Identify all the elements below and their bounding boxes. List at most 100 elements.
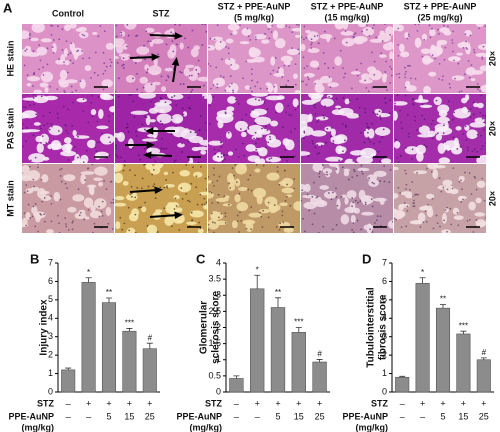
lumen (367, 174, 378, 181)
nucleus (39, 59, 42, 62)
nucleus (105, 188, 108, 191)
magnification: 20× (487, 191, 497, 206)
lumen (195, 146, 207, 151)
lumen (341, 194, 348, 198)
nucleus (98, 215, 101, 218)
nucleus (269, 138, 272, 141)
lumen (98, 181, 104, 187)
nucleus (389, 168, 392, 171)
y-tick-label: 2.5 (208, 306, 221, 316)
significance-label: * (87, 268, 90, 277)
nucleus (361, 30, 364, 33)
nucleus (444, 46, 447, 49)
bar (312, 361, 327, 393)
nucleus (121, 228, 124, 231)
nucleus (212, 84, 215, 86)
column-header: STZ + PPE-AuNP (404, 1, 477, 11)
nucleus (317, 42, 320, 45)
nucleus (245, 227, 248, 230)
nucleus (247, 188, 250, 191)
nucleus (77, 49, 80, 52)
nucleus (255, 148, 258, 151)
significance-label: # (482, 348, 487, 357)
lumen (164, 67, 174, 72)
nucleus (368, 177, 371, 179)
x-table-label: PPE-AuNP (342, 411, 388, 421)
nucleus (343, 76, 345, 79)
lumen (115, 56, 120, 60)
nucleus (273, 85, 276, 88)
nucleus (442, 75, 444, 78)
nucleus (255, 142, 257, 145)
nucleus (134, 62, 137, 64)
lumen (149, 119, 156, 123)
nucleus (78, 214, 81, 217)
nucleus (152, 168, 155, 171)
nucleus (462, 198, 464, 201)
nucleus (345, 41, 348, 44)
nucleus (90, 102, 93, 104)
lumen (439, 27, 450, 34)
lumen (280, 55, 293, 63)
nucleus (229, 187, 232, 189)
y-tick-label: 2 (382, 350, 387, 360)
lumen (444, 207, 449, 213)
nucleus (352, 35, 355, 38)
nucleus (250, 68, 253, 71)
nucleus (338, 108, 340, 110)
nucleus (452, 30, 454, 33)
nucleus (112, 201, 114, 204)
nucleus (213, 231, 215, 233)
y-tick-label: 2 (48, 350, 53, 360)
nucleus (140, 187, 143, 190)
nucleus (341, 122, 344, 125)
nucleus (371, 205, 374, 208)
lumen (229, 63, 240, 71)
nucleus (458, 91, 461, 93)
nucleus (130, 186, 133, 188)
lumen (161, 86, 167, 92)
histology-image (394, 164, 486, 233)
nucleus (129, 169, 131, 172)
lumen (453, 108, 471, 119)
lumen (250, 94, 269, 97)
x-table-label: (mg/kg) (22, 422, 55, 432)
lumen (241, 27, 252, 37)
nucleus (95, 142, 97, 144)
error-bar (146, 342, 153, 349)
nucleus (379, 215, 382, 218)
nucleus (213, 38, 216, 41)
nucleus (356, 174, 359, 177)
nucleus (413, 199, 416, 202)
nucleus (197, 72, 200, 75)
nucleus (281, 214, 284, 217)
nucleus (69, 59, 72, 62)
lumen (417, 212, 426, 223)
nucleus (294, 128, 296, 130)
nucleus (52, 39, 55, 41)
lumen (147, 147, 153, 153)
nucleus (209, 87, 212, 90)
nucleus (467, 59, 470, 62)
lumen (475, 197, 482, 204)
nucleus (65, 225, 68, 228)
lumen (73, 135, 90, 139)
bar (291, 332, 306, 393)
lumen (323, 190, 337, 199)
nucleus (254, 98, 257, 101)
lumen (124, 24, 137, 30)
lumen (325, 156, 343, 162)
lumen (330, 135, 345, 145)
nucleus (301, 36, 303, 39)
nucleus (165, 147, 168, 150)
lumen (30, 37, 39, 42)
nucleus (71, 221, 74, 224)
lumen (471, 70, 484, 75)
arrow (149, 34, 179, 37)
nucleus (351, 87, 353, 90)
nucleus (255, 38, 257, 41)
nucleus (190, 211, 193, 214)
nucleus (275, 226, 278, 228)
nucleus (478, 27, 481, 30)
nucleus (452, 136, 455, 139)
